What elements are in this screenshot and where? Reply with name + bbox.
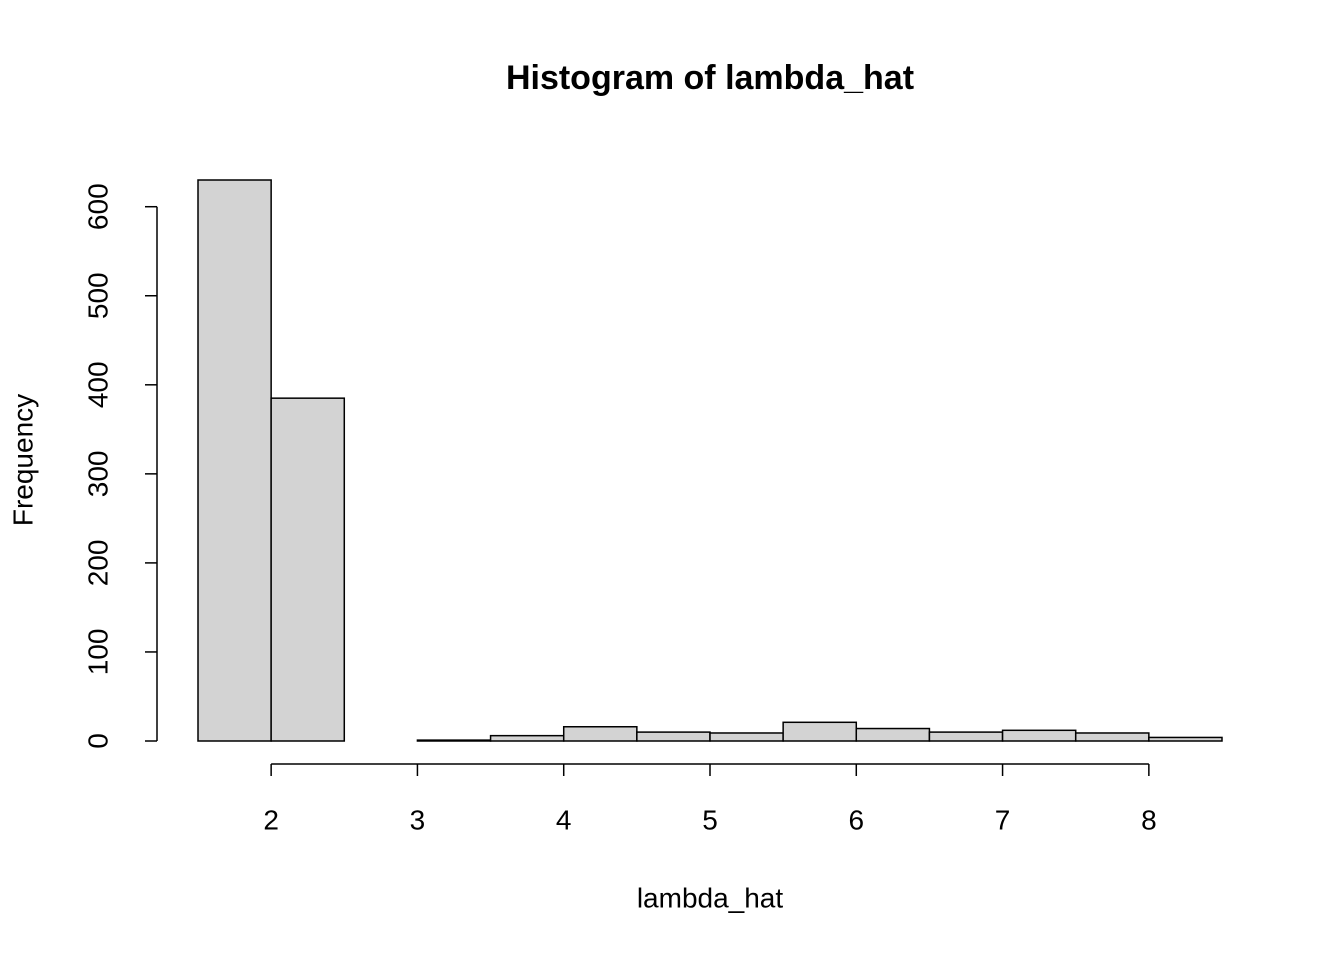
y-tick-label: 300: [82, 450, 113, 497]
bar: [709, 732, 784, 742]
bar: [1148, 736, 1223, 742]
y-tick-label: 0: [82, 733, 113, 749]
bar: [1001, 729, 1077, 742]
x-tick-label: 2: [263, 804, 279, 835]
bar: [416, 739, 492, 742]
bar: [197, 179, 272, 742]
x-tick-label: 5: [702, 804, 718, 835]
bar: [782, 721, 858, 742]
chart-title: Histogram of lambda_hat: [506, 59, 914, 97]
y-tick-label: 200: [82, 540, 113, 587]
y-axis-label: Frequency: [7, 394, 38, 526]
x-axis-label: lambda_hat: [637, 882, 784, 913]
y-tick-label: 100: [82, 629, 113, 676]
bar: [636, 731, 711, 742]
y-tick-label: 400: [82, 361, 113, 408]
bar: [270, 397, 346, 742]
x-tick-label: 4: [556, 804, 572, 835]
y-tick-label: 500: [82, 272, 113, 319]
bar: [855, 727, 931, 742]
bar: [489, 734, 565, 742]
bar: [562, 726, 638, 742]
x-tick-label: 6: [848, 804, 864, 835]
y-tick-label: 600: [82, 183, 113, 230]
x-tick-label: 3: [410, 804, 426, 835]
x-tick-label: 7: [995, 804, 1011, 835]
bar: [1074, 732, 1150, 742]
x-tick-label: 8: [1141, 804, 1157, 835]
bar: [928, 731, 1004, 742]
